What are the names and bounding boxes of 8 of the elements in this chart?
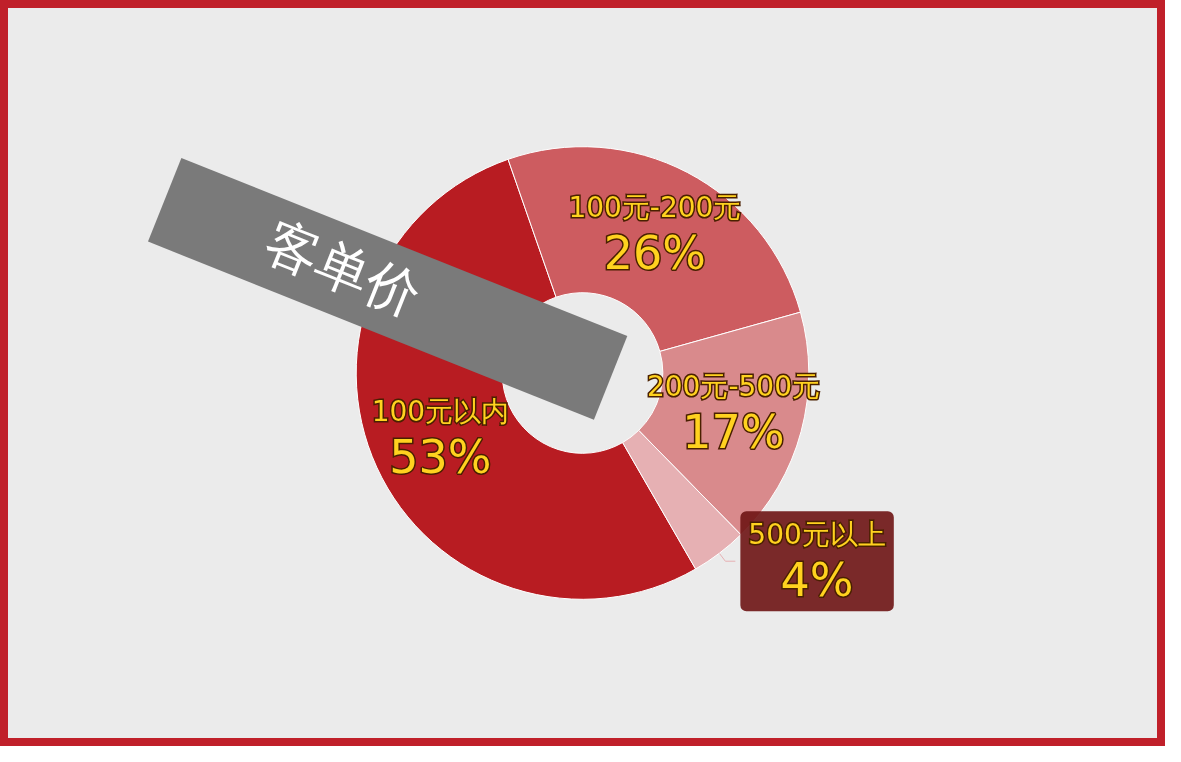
data-label: 53% <box>389 430 492 485</box>
data-label: 4% <box>780 553 854 608</box>
slice-label: 100元以内 <box>371 394 510 428</box>
slice-label: 500元以上 <box>748 517 886 551</box>
slice-label: 100元-200元 <box>568 190 742 224</box>
data-label: 26% <box>603 226 707 281</box>
data-label: 17% <box>682 405 785 460</box>
text: 客单价 <box>255 209 430 329</box>
